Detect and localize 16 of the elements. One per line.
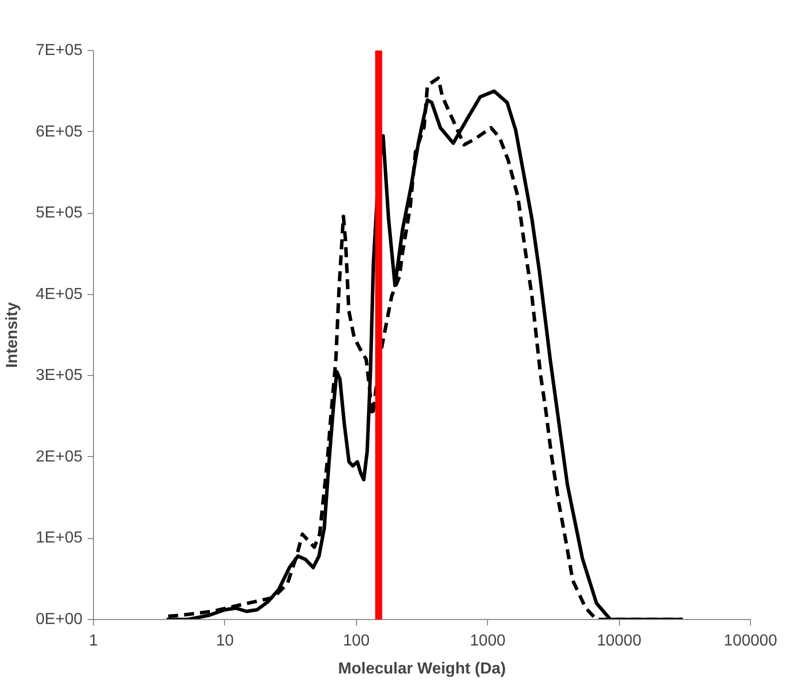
y-tick-label: 7E+05 [36,42,83,59]
x-axis-title: Molecular Weight (Da) [338,660,506,678]
y-tick-label: 2E+05 [36,448,83,466]
y-tick-label: 6E+05 [36,123,83,140]
x-tick-label: 1000 [470,632,506,650]
x-tick-label: 100 [342,632,370,650]
y-axis-title: Intensity [4,302,21,368]
x-tick-label: 10000 [596,632,642,650]
y-tick-label: 4E+05 [36,286,83,303]
y-tick-label: 3E+05 [36,367,83,384]
y-tick-label: 0E+00 [36,611,83,628]
x-tick-label: 10 [216,632,234,650]
y-tick-label: 1E+05 [36,530,83,547]
x-tick-label: 100000 [724,632,778,650]
x-tick-label: 1 [89,632,98,650]
y-tick-label: 5E+05 [36,204,83,222]
